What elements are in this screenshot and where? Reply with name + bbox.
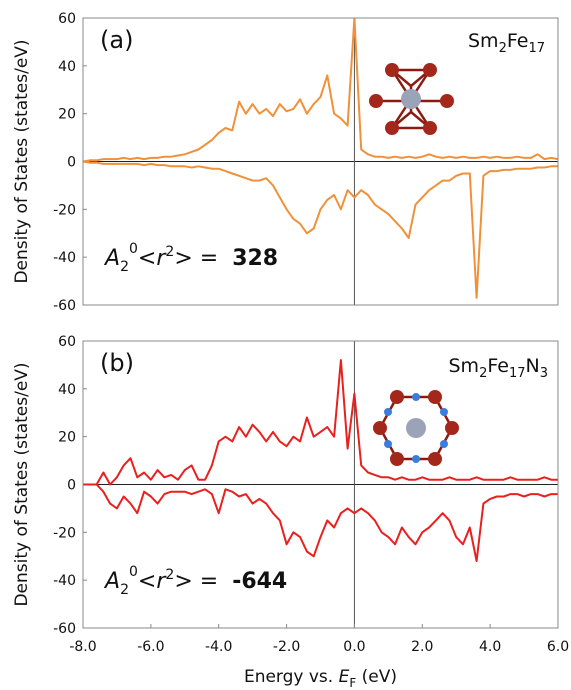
text-part: Energy vs. bbox=[244, 667, 339, 687]
structure-icon bbox=[373, 390, 459, 466]
x-axis-label: Energy vs. EF (eV) bbox=[244, 667, 397, 690]
text-part: 2 bbox=[120, 582, 129, 598]
y-tick-label: -40 bbox=[53, 573, 76, 589]
text-part: 17 bbox=[509, 366, 526, 381]
text-part: Sm bbox=[449, 355, 480, 377]
dos-line bbox=[83, 485, 558, 562]
y-tick-label: 40 bbox=[58, 382, 76, 398]
formula: Sm2Fe17N3 bbox=[449, 355, 549, 381]
text-part: 2 bbox=[165, 244, 174, 260]
panel-label: (a) bbox=[100, 26, 133, 54]
text-part: Fe bbox=[487, 355, 509, 377]
y-tick-label: 0 bbox=[67, 155, 76, 171]
y-tick-label: 40 bbox=[58, 59, 76, 75]
y-tick-label: -40 bbox=[53, 250, 76, 266]
y-tick-label: 60 bbox=[58, 11, 76, 27]
text-part: 2 bbox=[165, 567, 174, 583]
y-tick-label: 0 bbox=[67, 478, 76, 494]
y-tick-label: -20 bbox=[53, 202, 76, 218]
dos-line bbox=[83, 162, 558, 298]
text-part: < bbox=[138, 569, 156, 594]
x-tick-label: -8.0 bbox=[69, 639, 96, 655]
x-tick-label: 2.0 bbox=[411, 639, 433, 655]
text-part: 2 bbox=[120, 259, 129, 275]
y-tick-label: 60 bbox=[58, 334, 76, 350]
text-part: Fe bbox=[507, 30, 529, 52]
x-tick-label: -4.0 bbox=[205, 639, 232, 655]
y-tick-label: 20 bbox=[58, 430, 76, 446]
text-part: Sm bbox=[468, 30, 499, 52]
y-tick-label: -60 bbox=[53, 621, 76, 637]
y-tick-label: -20 bbox=[53, 525, 76, 541]
x-tick-label: 6.0 bbox=[547, 639, 569, 655]
text-part: 3 bbox=[540, 366, 548, 381]
text-part: N bbox=[526, 355, 540, 377]
text-part: 0 bbox=[129, 564, 138, 580]
text-part: 2 bbox=[479, 366, 487, 381]
y-tick-label: 20 bbox=[58, 107, 76, 123]
annotation: A20<r2> =-644 bbox=[103, 564, 287, 598]
text-part: A bbox=[103, 569, 120, 594]
text-part: > = bbox=[174, 246, 218, 271]
x-tick-label: -2.0 bbox=[273, 639, 300, 655]
text-part: 2 bbox=[499, 41, 507, 56]
text-part: (eV) bbox=[356, 667, 397, 687]
y-tick-label: -60 bbox=[53, 298, 76, 314]
text-part: A bbox=[103, 246, 120, 271]
figure: -60-40-200204060Density of States (state… bbox=[0, 0, 571, 690]
formula: Sm2Fe17 bbox=[468, 30, 545, 56]
text-part: -644 bbox=[232, 569, 287, 594]
y-axis-label: Density of States (states/eV) bbox=[12, 39, 32, 283]
y-axis-label: Density of States (states/eV) bbox=[12, 362, 32, 606]
text-part: > = bbox=[174, 569, 218, 594]
text-part: E bbox=[339, 667, 350, 687]
structure-icon bbox=[369, 63, 454, 135]
x-tick-label: 4.0 bbox=[479, 639, 501, 655]
x-tick-label: -6.0 bbox=[137, 639, 164, 655]
text-part: 0 bbox=[129, 241, 138, 257]
x-tick-label: 0.0 bbox=[343, 639, 365, 655]
text-part: 17 bbox=[528, 41, 545, 56]
annotation: A20<r2> =328 bbox=[103, 241, 278, 275]
text-part: 328 bbox=[232, 246, 278, 271]
panel-label: (b) bbox=[100, 349, 134, 377]
text-part: < bbox=[138, 246, 156, 271]
